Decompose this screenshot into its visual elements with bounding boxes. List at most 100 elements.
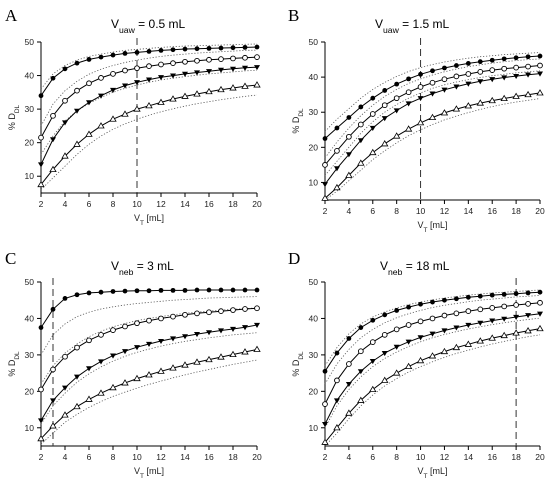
data-point — [74, 60, 80, 66]
data-point — [74, 87, 80, 94]
data-point — [345, 409, 353, 416]
data-point — [205, 355, 213, 363]
band-line-3 — [40, 69, 258, 155]
data-point — [382, 88, 388, 93]
data-point — [62, 66, 68, 72]
data-point — [453, 84, 460, 90]
data-point — [254, 54, 260, 60]
data-point — [393, 108, 400, 114]
data-point — [242, 306, 248, 312]
data-point — [122, 83, 128, 89]
data-point — [194, 310, 200, 317]
data-point — [404, 125, 413, 132]
data-point — [74, 108, 80, 114]
data-point — [145, 101, 153, 109]
data-point — [453, 296, 459, 302]
data-point — [194, 46, 200, 52]
data-point — [358, 104, 364, 110]
data-point — [98, 93, 104, 99]
data-point — [452, 343, 461, 351]
data-point — [182, 58, 188, 65]
data-point — [333, 398, 340, 404]
data-point — [98, 54, 104, 60]
data-point — [405, 101, 412, 107]
band-line-2 — [324, 58, 541, 159]
data-point — [85, 395, 93, 402]
data-point — [429, 79, 436, 86]
data-point — [49, 165, 57, 173]
data-point — [513, 64, 519, 71]
data-point — [254, 44, 260, 50]
data-point — [513, 73, 520, 80]
x-tick-label: 8 — [394, 452, 399, 462]
data-point — [218, 45, 224, 51]
data-point — [74, 292, 80, 298]
data-point — [86, 80, 92, 87]
data-point — [50, 398, 56, 404]
y-tick-label: 10 — [25, 171, 35, 181]
data-point — [134, 345, 140, 351]
series-line-4 — [40, 348, 258, 440]
data-point — [393, 95, 400, 102]
y-tick-label: 10 — [309, 423, 319, 433]
data-point — [98, 359, 104, 365]
data-point — [489, 318, 496, 324]
data-point — [321, 438, 329, 445]
data-point — [406, 304, 412, 310]
data-point — [242, 54, 248, 61]
data-point — [393, 326, 400, 333]
data-point — [345, 152, 352, 158]
data-point — [322, 162, 328, 168]
data-point — [369, 385, 377, 393]
data-point — [513, 55, 519, 61]
data-point — [242, 65, 248, 71]
data-point — [170, 60, 176, 66]
data-point — [477, 79, 484, 85]
data-point — [230, 287, 236, 293]
data-point — [392, 369, 401, 376]
data-point — [334, 125, 340, 131]
data-point — [110, 52, 116, 58]
data-point — [218, 67, 224, 73]
data-point — [322, 182, 328, 188]
x-tick-label: 14 — [180, 452, 190, 462]
data-point — [133, 105, 141, 112]
data-point — [513, 291, 519, 297]
data-point — [38, 386, 44, 393]
data-point — [477, 306, 484, 313]
chart-panel-a: A Vuaw = 0.5 mL 10 20 30 40 50 2 4 6 8 10 12 14 16 18 20… — [5, 6, 262, 227]
y-tick-label: 10 — [309, 177, 319, 187]
data-point — [524, 90, 532, 98]
data-point — [230, 45, 236, 51]
data-point — [145, 371, 153, 378]
data-point — [122, 51, 128, 56]
y-tick-label: 50 — [309, 277, 319, 287]
data-point — [381, 116, 388, 122]
chart-title: Vuaw = 0.5 mL — [111, 17, 186, 35]
data-point — [97, 389, 105, 396]
data-point — [242, 325, 248, 331]
data-point — [230, 326, 236, 333]
data-point — [146, 48, 152, 54]
data-point — [322, 368, 328, 374]
data-point — [465, 71, 472, 77]
data-point — [182, 311, 188, 318]
y-tick-label: 20 — [25, 138, 35, 148]
data-point — [158, 287, 164, 293]
data-point — [369, 339, 376, 345]
data-point — [392, 132, 401, 139]
data-point — [217, 85, 225, 93]
x-tick-label: 16 — [487, 452, 497, 462]
data-point — [86, 100, 92, 106]
data-point — [477, 68, 484, 75]
y-tick-label: 50 — [309, 37, 319, 47]
data-point — [218, 287, 224, 293]
band-line-2 — [40, 307, 258, 385]
data-point — [182, 46, 188, 52]
data-point — [134, 50, 140, 55]
data-point — [537, 299, 543, 306]
data-point — [453, 325, 460, 331]
data-point — [146, 317, 152, 324]
data-point — [334, 377, 340, 384]
data-point — [98, 75, 104, 81]
